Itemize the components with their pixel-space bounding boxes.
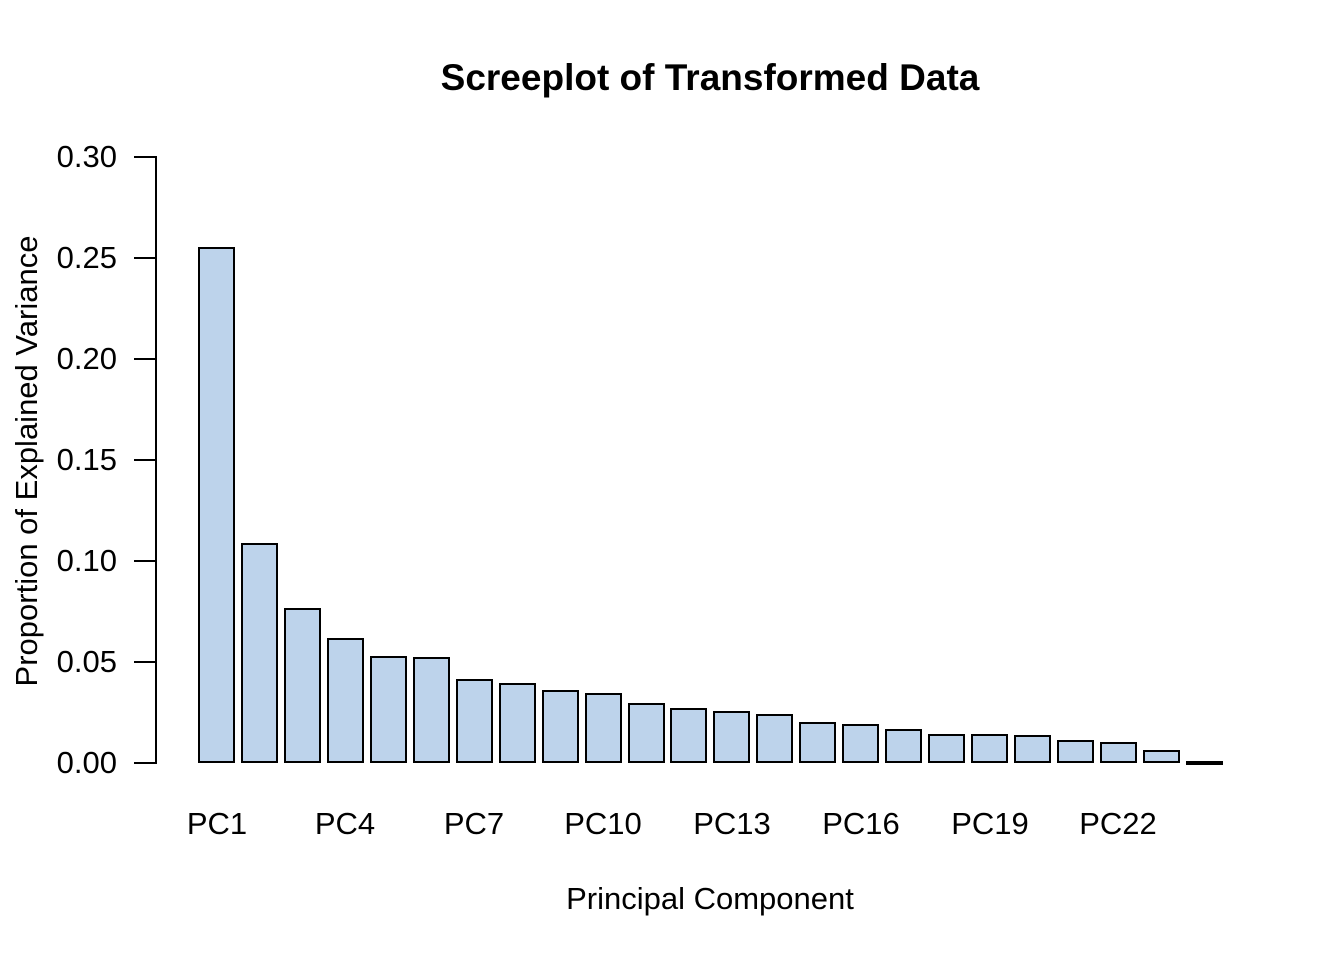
y-tick-mark — [134, 762, 155, 764]
bar-pc8 — [499, 683, 536, 763]
x-tick-label-pc22: PC22 — [1079, 806, 1157, 841]
y-axis-line — [155, 156, 157, 764]
bar-pc7 — [456, 679, 493, 763]
bar-pc12 — [670, 708, 707, 763]
bar-pc21 — [1057, 740, 1094, 763]
x-tick-label-pc13: PC13 — [693, 806, 771, 841]
y-tick-label: 0.25 — [56, 240, 117, 275]
y-tick-label: 0.05 — [56, 644, 117, 679]
bar-pc18 — [928, 734, 965, 763]
y-tick-mark — [134, 257, 155, 259]
x-tick-label-pc7: PC7 — [443, 806, 505, 841]
bar-pc13 — [713, 711, 750, 763]
bar-pc9 — [542, 690, 579, 763]
bar-pc1 — [198, 247, 235, 763]
bar-pc17 — [885, 729, 922, 763]
bar-pc15 — [799, 722, 836, 763]
bar-pc4 — [327, 638, 364, 763]
bar-pc16 — [842, 724, 879, 763]
bar-pc10 — [585, 693, 622, 763]
x-tick-label-pc19: PC19 — [951, 806, 1029, 841]
y-tick-label: 0.20 — [56, 341, 117, 376]
bar-pc24 — [1186, 761, 1223, 765]
y-tick-mark — [134, 156, 155, 158]
bar-pc3 — [284, 608, 321, 763]
chart-title: Screeplot of Transformed Data — [440, 57, 980, 98]
bar-pc11 — [628, 703, 665, 763]
bar-pc20 — [1014, 735, 1051, 763]
bar-pc14 — [756, 714, 793, 763]
bar-pc2 — [241, 543, 278, 763]
bar-pc6 — [413, 657, 450, 763]
y-tick-mark — [134, 661, 155, 663]
x-tick-label-pc1: PC1 — [186, 806, 248, 841]
bar-pc19 — [971, 734, 1008, 763]
bar-pc23 — [1143, 750, 1180, 763]
y-tick-label: 0.00 — [56, 745, 117, 780]
y-tick-mark — [134, 560, 155, 562]
x-axis-title: Principal Component — [566, 881, 854, 916]
y-tick-mark — [134, 358, 155, 360]
y-tick-mark — [134, 459, 155, 461]
x-tick-label-pc4: PC4 — [314, 806, 376, 841]
bar-pc5 — [370, 656, 407, 763]
x-tick-label-pc16: PC16 — [822, 806, 900, 841]
y-tick-label: 0.15 — [56, 442, 117, 477]
y-tick-label: 0.10 — [56, 543, 117, 578]
y-tick-label: 0.30 — [56, 139, 117, 174]
x-tick-label-pc10: PC10 — [564, 806, 642, 841]
bar-pc22 — [1100, 742, 1137, 763]
